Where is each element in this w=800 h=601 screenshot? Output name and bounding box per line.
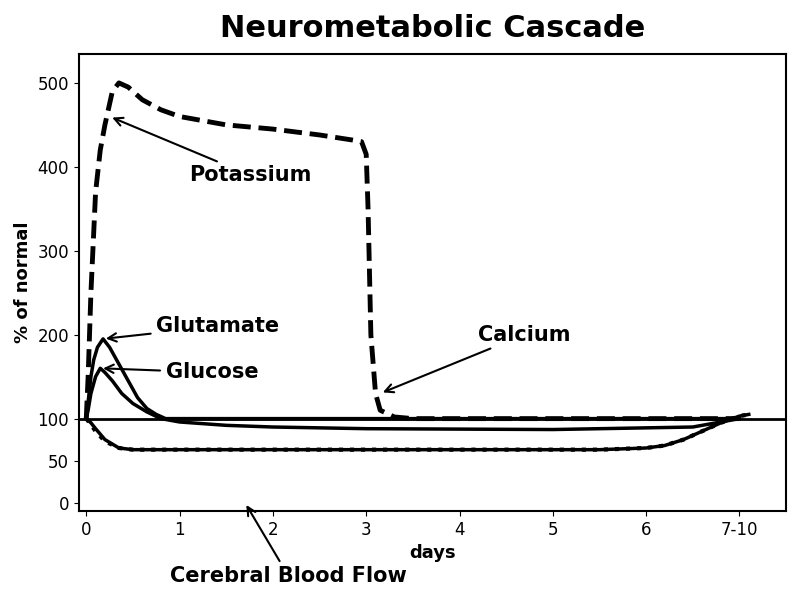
X-axis label: days: days: [409, 545, 456, 562]
Y-axis label: % of normal: % of normal: [14, 222, 32, 343]
Text: Potassium: Potassium: [114, 118, 311, 185]
Title: Neurometabolic Cascade: Neurometabolic Cascade: [220, 14, 645, 43]
Text: Calcium: Calcium: [385, 325, 570, 392]
Text: Glucose: Glucose: [106, 362, 258, 382]
Text: Cerebral Blood Flow: Cerebral Blood Flow: [170, 507, 407, 586]
Text: Glutamate: Glutamate: [108, 316, 279, 341]
